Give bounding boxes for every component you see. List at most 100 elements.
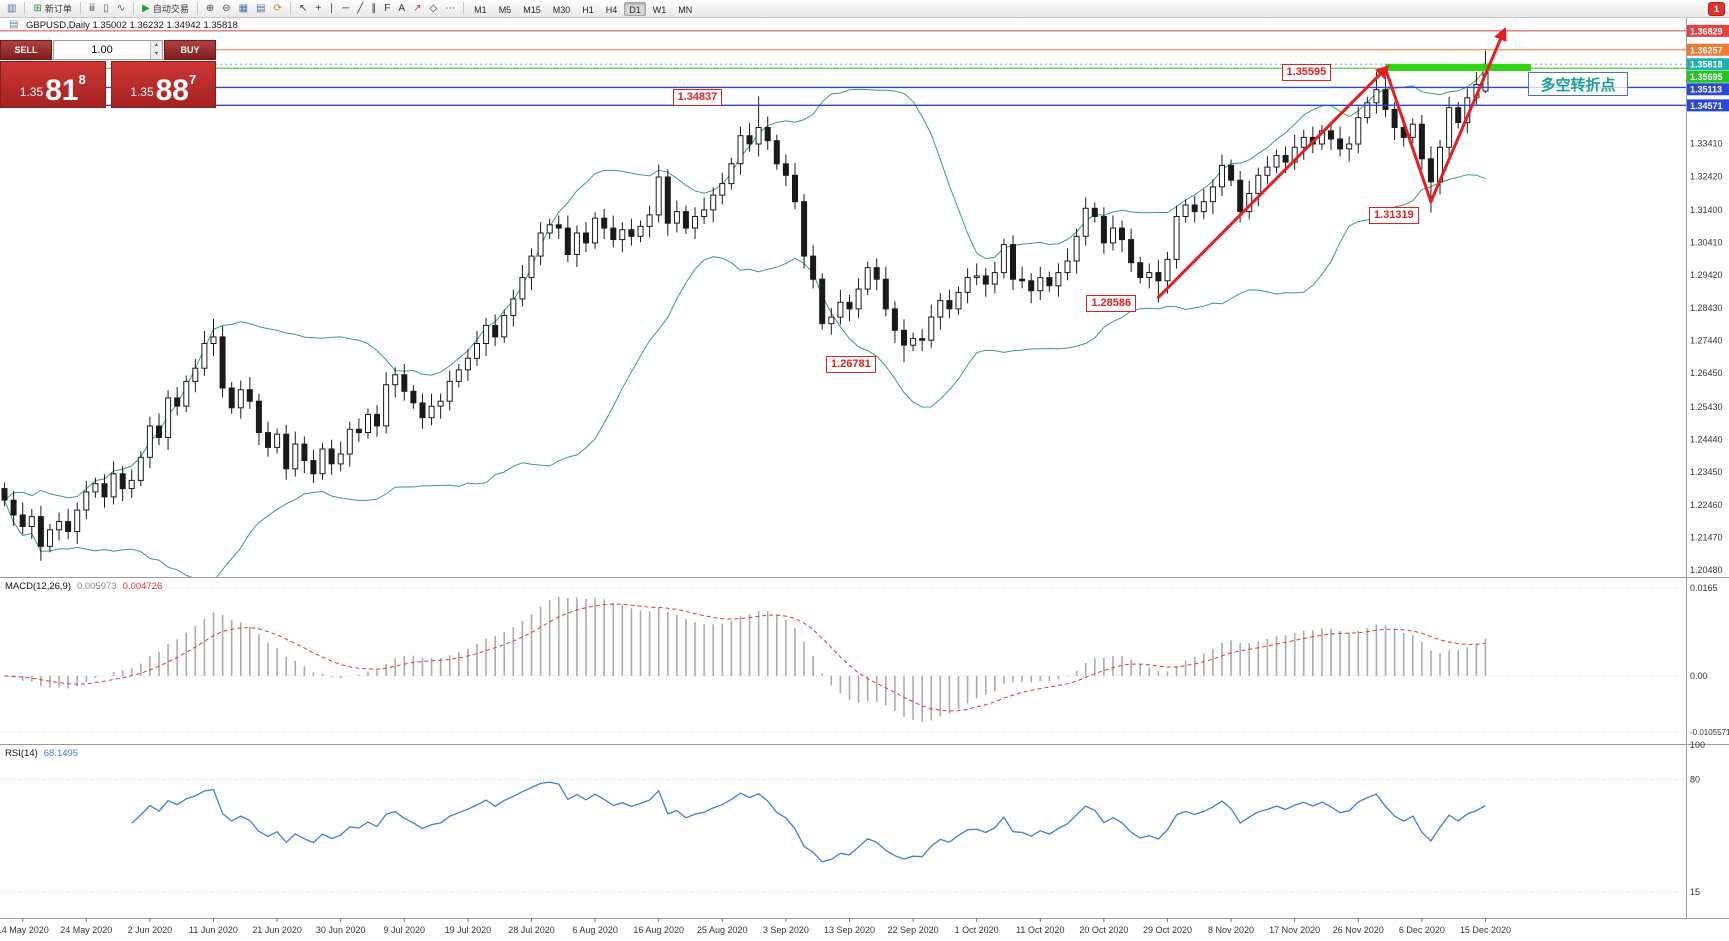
date-axis-label: 14 May 2020 <box>0 925 49 935</box>
date-axis-label: 11 Oct 2020 <box>1016 925 1064 935</box>
refresh-icon: ⟳ <box>273 3 282 14</box>
data-window-icon[interactable]: ▤ <box>253 1 268 16</box>
data-window-icon: ▤ <box>256 3 266 14</box>
buy-button[interactable]: BUY <box>164 40 216 60</box>
volume-increment-icon[interactable]: ▴ <box>151 41 162 50</box>
sell-price-button[interactable]: 1.35 81 8 <box>0 61 106 108</box>
trend-arrow <box>1429 26 1507 204</box>
axis-price-box-label: 1.35113 <box>1690 85 1722 95</box>
shapes-icon: ◇ <box>429 3 438 14</box>
horizontal-line-icon[interactable]: ─ <box>339 1 352 16</box>
price-axis-label: 1.29420 <box>1690 270 1723 280</box>
candlestick-chart-icon[interactable]: ▯ <box>100 1 112 16</box>
date-axis-label: 29 Oct 2020 <box>1143 925 1192 935</box>
arrows-icon: ↗ <box>413 3 422 14</box>
macd-axis-label: -0.0105571 <box>1690 728 1729 737</box>
notification-badge[interactable]: 1 <box>1707 1 1725 16</box>
shapes-icon[interactable]: ◇ <box>426 1 440 16</box>
timeframe-m15[interactable]: M15 <box>523 4 541 15</box>
line-chart-icon[interactable]: ∿ <box>114 1 128 16</box>
axis-price-box <box>1687 58 1729 71</box>
new-order-button[interactable]: ⊞ 新订单 <box>30 1 74 16</box>
bollinger-upper-band <box>4 68 1486 501</box>
arrows-icon[interactable]: ↗ <box>410 1 424 16</box>
cursor-icon: ↖ <box>298 3 308 14</box>
trendline-icon[interactable]: ╱ <box>354 1 366 16</box>
date-axis-label: 20 Oct 2020 <box>1079 925 1128 935</box>
rsi-line <box>131 781 1486 863</box>
macd-signal-value: 0.004726 <box>122 581 163 592</box>
zoom-out-icon: ⊖ <box>222 3 231 14</box>
vertical-line-icon[interactable]: ∣ <box>326 1 337 16</box>
axis-price-box-label: 1.36257 <box>1690 45 1723 55</box>
channel-icon[interactable]: ∥ <box>368 1 379 16</box>
timeframe-d1[interactable]: D1 <box>624 1 646 16</box>
price-axis-label: 1.31400 <box>1690 205 1723 215</box>
tile-windows-icon: ▦ <box>238 3 249 14</box>
date-axis-label: 6 Dec 2020 <box>1399 925 1445 935</box>
macd-name: MACD(12,26,9) <box>5 581 71 592</box>
date-axis-label: 15 Dec 2020 <box>1460 925 1511 935</box>
buy-price-button[interactable]: 1.35 88 7 <box>110 61 216 108</box>
date-axis-label: 24 May 2020 <box>60 925 112 935</box>
volume-value[interactable]: 1.00 <box>91 44 113 56</box>
sell-price-sup: 8 <box>78 72 86 87</box>
volume-decrement-icon[interactable]: ▾ <box>151 50 162 59</box>
date-axis-label: 6 Aug 2020 <box>572 925 618 935</box>
timeframe-h1[interactable]: H1 <box>582 4 594 15</box>
volume-input[interactable]: 1.00 ▴ ▾ <box>53 40 163 60</box>
more-tools-icon: ⋯ <box>445 3 456 14</box>
price-axis-label: 1.26450 <box>1690 368 1723 378</box>
timeframe-m1[interactable]: M1 <box>474 4 487 15</box>
resistance-highlight-bar <box>1385 63 1531 71</box>
axis-price-box-label: 1.36829 <box>1690 26 1723 36</box>
date-axis-label: 26 Nov 2020 <box>1333 925 1384 935</box>
cursor-icon[interactable]: ↖ <box>296 1 310 16</box>
zoom-in-icon[interactable]: ⊕ <box>203 1 217 16</box>
price-axis-label: 1.21470 <box>1690 532 1723 542</box>
axis-price-box <box>1687 24 1729 37</box>
date-axis-label: 8 Nov 2020 <box>1208 925 1254 935</box>
timeframe-m5[interactable]: M5 <box>498 4 512 15</box>
zoom-out-icon[interactable]: ⊖ <box>219 1 233 16</box>
more-tools-icon[interactable]: ⋯ <box>442 1 458 16</box>
buy-price-prefix: 1.35 <box>130 85 154 99</box>
timeframe-h4[interactable]: H4 <box>605 4 618 15</box>
autotrading-button[interactable]: ▶ 自动交易 <box>139 1 192 16</box>
macd-axis-label: 0.00 <box>1690 671 1708 681</box>
chart-window-icon[interactable]: ▥ <box>4 1 19 16</box>
date-axis-label: 16 Aug 2020 <box>633 925 684 935</box>
buy-price-big: 88 <box>155 73 189 107</box>
text-icon[interactable]: A <box>395 1 408 16</box>
trend-arrow <box>1384 67 1433 204</box>
date-axis-label: 25 Aug 2020 <box>697 925 748 935</box>
tile-windows-icon[interactable]: ▦ <box>236 1 251 16</box>
sell-button[interactable]: SELL <box>0 40 52 60</box>
crosshair-icon[interactable]: + <box>312 1 324 16</box>
timeframe-w1[interactable]: W1 <box>652 4 667 15</box>
rsi-indicator-header: RSI(14) 68.1495 <box>5 748 78 759</box>
rsi-axis-label: 100 <box>1690 740 1705 750</box>
chart-window-icon: ▥ <box>7 3 17 14</box>
channel-icon: ∥ <box>371 3 377 14</box>
refresh-icon[interactable]: ⟳ <box>271 1 285 16</box>
trend-arrow <box>1156 64 1390 299</box>
fibonacci-icon[interactable]: F <box>381 1 393 16</box>
timeframe-m30[interactable]: M30 <box>552 4 571 15</box>
price-axis-label: 1.23450 <box>1690 467 1723 477</box>
timeframe-mn[interactable]: MN <box>678 4 693 15</box>
bar-chart-icon[interactable]: ⅲ <box>86 1 98 16</box>
price-axis-label: 1.24440 <box>1690 434 1723 444</box>
vertical-line-icon: ∣ <box>329 3 335 14</box>
axis-price-box-label: 1.35695 <box>1690 72 1723 82</box>
price-axis-label: 1.32420 <box>1690 171 1723 181</box>
sell-price-big: 81 <box>45 73 79 107</box>
rsi-name: RSI(14) <box>5 748 38 759</box>
chart-window-mini-icon: ▤ <box>9 19 19 30</box>
price-axis-label: 1.28430 <box>1690 303 1723 313</box>
crosshair-icon: + <box>315 3 322 14</box>
date-axis-label: 13 Sep 2020 <box>824 925 875 935</box>
axis-price-box-label: 1.35818 <box>1690 60 1723 70</box>
date-axis-label: 2 Jun 2020 <box>128 925 173 935</box>
